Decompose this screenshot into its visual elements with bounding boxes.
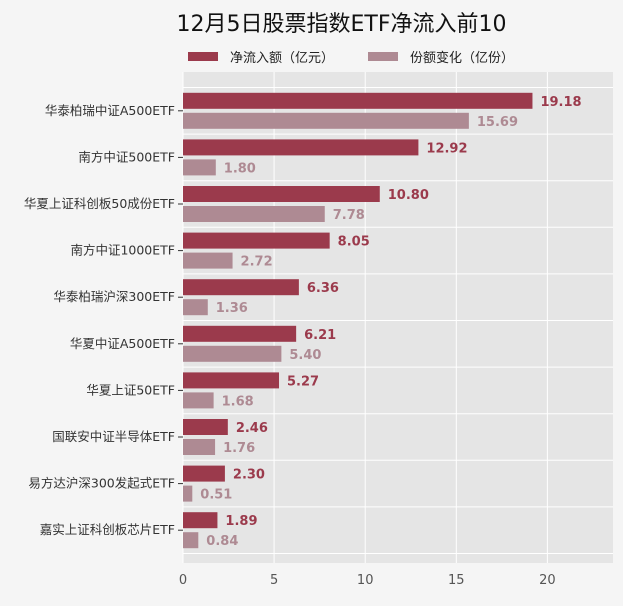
legend-swatch bbox=[368, 52, 398, 61]
bar bbox=[183, 206, 325, 222]
bar bbox=[183, 512, 218, 529]
data-label: 1.36 bbox=[216, 301, 248, 316]
category-label: 南方中证500ETF bbox=[78, 149, 175, 164]
bar bbox=[183, 465, 225, 482]
category-label: 嘉实上证科创板芯片ETF bbox=[40, 522, 175, 537]
bar bbox=[183, 325, 297, 342]
data-label: 2.30 bbox=[233, 468, 265, 483]
bar bbox=[183, 439, 216, 455]
data-label: 7.78 bbox=[333, 208, 365, 223]
data-label: 5.40 bbox=[289, 348, 321, 363]
bar bbox=[183, 186, 380, 202]
x-tick-label: 10 bbox=[357, 573, 374, 588]
data-label: 15.69 bbox=[477, 115, 518, 130]
category-label: 华夏中证A500ETF bbox=[70, 336, 175, 351]
category-label: 南方中证1000ETF bbox=[70, 243, 175, 258]
category-label: 易方达沪深300发起式ETF bbox=[28, 476, 175, 491]
data-label: 1.89 bbox=[225, 514, 257, 529]
bar bbox=[183, 392, 214, 409]
bar bbox=[183, 279, 299, 296]
data-label: 1.68 bbox=[222, 394, 254, 409]
category-label: 华泰柏瑞沪深300ETF bbox=[53, 289, 175, 304]
data-label: 6.36 bbox=[307, 281, 339, 296]
data-label: 6.21 bbox=[304, 328, 336, 343]
bar bbox=[183, 485, 193, 502]
legend-label: 净流入额（亿元） bbox=[230, 51, 334, 66]
bar bbox=[183, 299, 208, 316]
category-label: 华夏上证50ETF bbox=[86, 382, 175, 397]
data-label: 1.76 bbox=[223, 441, 255, 456]
data-label: 8.05 bbox=[338, 235, 370, 250]
bar bbox=[183, 419, 228, 435]
bar bbox=[183, 532, 199, 549]
category-label: 华泰柏瑞中证A500ETF bbox=[45, 103, 175, 118]
data-label: 1.80 bbox=[224, 161, 256, 176]
data-label: 0.51 bbox=[200, 488, 232, 503]
x-tick-label: 0 bbox=[179, 573, 187, 588]
data-label: 2.46 bbox=[236, 421, 268, 436]
x-tick-label: 20 bbox=[539, 573, 556, 588]
bar bbox=[183, 159, 216, 176]
legend-label: 份额变化（亿份） bbox=[410, 50, 514, 66]
bar bbox=[183, 92, 533, 109]
bar bbox=[183, 345, 282, 362]
data-label: 12.92 bbox=[426, 141, 467, 156]
legend-swatch bbox=[188, 52, 218, 61]
chart-title: 12月5日股票指数ETF净流入前10 bbox=[176, 12, 507, 37]
data-label: 5.27 bbox=[287, 374, 319, 389]
bar bbox=[183, 112, 469, 129]
data-label: 0.84 bbox=[206, 534, 238, 549]
bar bbox=[183, 232, 330, 249]
data-label: 2.72 bbox=[241, 255, 273, 270]
x-tick-label: 15 bbox=[448, 573, 465, 588]
bar bbox=[183, 372, 280, 389]
category-label: 国联安中证半导体ETF bbox=[52, 429, 175, 444]
bar bbox=[183, 252, 233, 269]
category-label: 华夏上证科创板50成份ETF bbox=[24, 196, 175, 211]
x-tick-label: 5 bbox=[270, 573, 278, 588]
data-label: 19.18 bbox=[540, 95, 581, 110]
bar bbox=[183, 139, 419, 156]
data-label: 10.80 bbox=[388, 188, 429, 203]
